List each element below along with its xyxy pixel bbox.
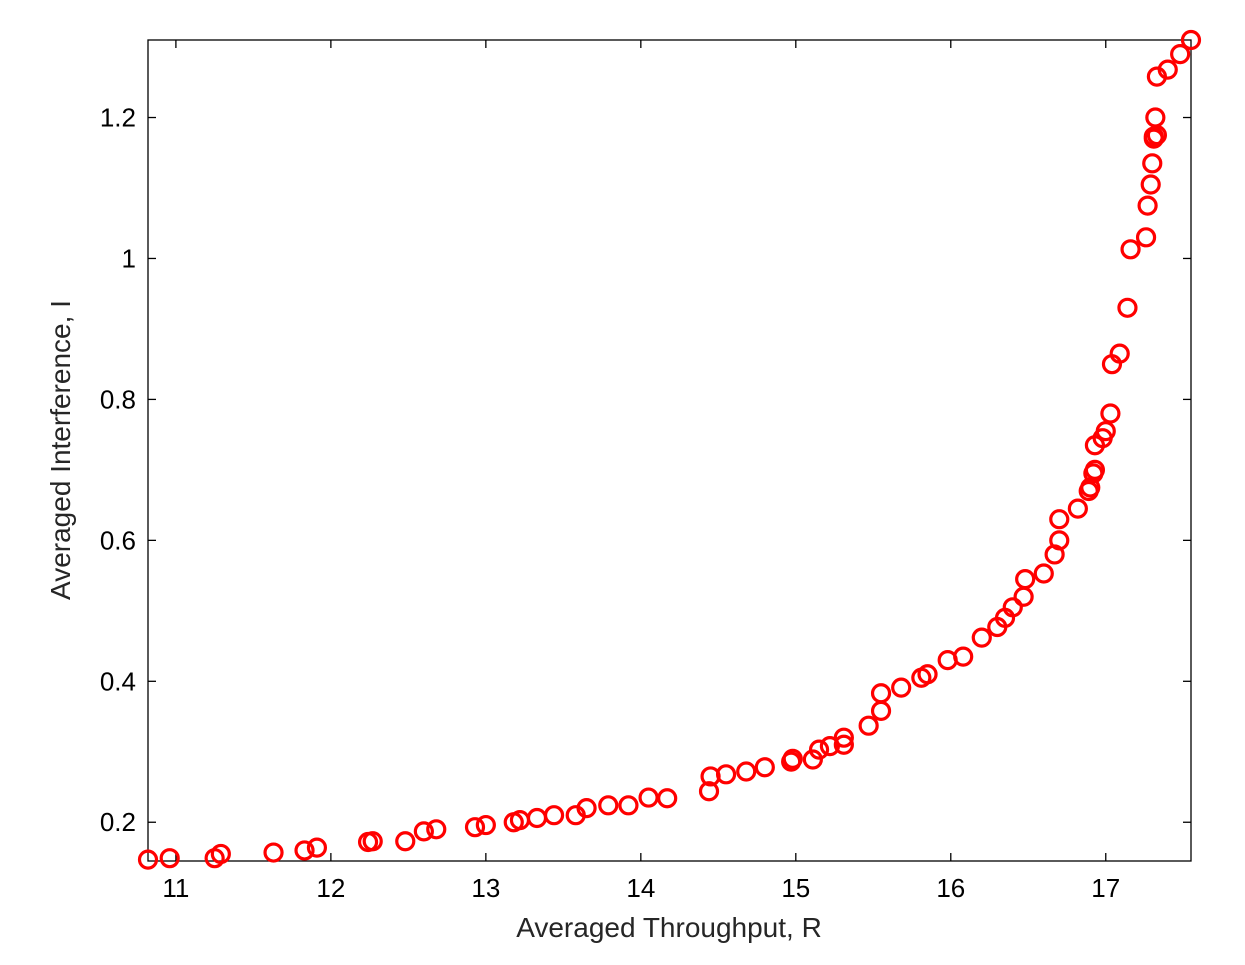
data-point [543,805,565,826]
data-point [1002,597,1023,618]
data-point [1084,459,1106,480]
y-tick-label: 0.8 [100,384,136,414]
data-point [782,748,803,769]
data-points [137,29,1202,870]
data-point [754,757,775,778]
data-point [1146,125,1168,146]
plot-area [147,39,1192,862]
x-tick-label: 16 [936,873,965,903]
data-point [1080,477,1101,498]
data-point [137,849,159,870]
data-point [802,749,823,770]
data-point [1109,343,1130,364]
data-point [870,683,892,704]
data-point [475,814,496,836]
data-point [1033,563,1054,584]
data-point [159,848,180,869]
data-point [576,798,597,819]
data-point [1140,174,1161,195]
y-tick-label: 0.6 [100,525,136,555]
data-point [1100,403,1121,424]
data-point [833,727,854,748]
data-point [1137,195,1158,216]
data-point [698,781,720,802]
data-point [1170,43,1191,65]
data-point [971,627,992,648]
data-point [736,761,757,782]
data-point [598,795,619,816]
data-point [1180,29,1202,51]
y-tick-label: 1 [122,243,136,273]
data-point [1120,239,1141,260]
data-point [891,677,912,698]
x-tick-label: 15 [781,873,810,903]
data-point [1135,227,1157,248]
data-point [715,764,737,785]
data-point [1142,153,1163,174]
data-point [1117,297,1138,318]
data-point [1049,530,1070,551]
x-tick-label: 13 [471,873,500,903]
data-point [263,842,284,863]
data-point [1095,421,1116,442]
data-point [808,739,830,760]
y-tick-label: 0.2 [100,807,136,837]
data-point [953,646,974,667]
data-point [917,664,938,685]
data-point [638,787,659,808]
x-tick-label: 11 [162,873,189,903]
data-point [657,788,678,809]
y-axis-label: Averaged Interference, I [45,300,76,600]
x-axis-label: Averaged Throughput, R [516,912,822,943]
data-point [833,734,854,755]
x-tick-label: 14 [626,873,655,903]
data-point [362,831,383,852]
data-point [1015,569,1036,590]
data-point [1067,498,1088,519]
data-point [306,837,328,858]
y-tick-label: 1.2 [100,103,136,133]
data-point [395,831,416,852]
x-tick-label: 12 [316,873,345,903]
y-tick-label: 0.4 [100,666,136,696]
x-tick-label: 17 [1091,873,1120,903]
data-point [210,843,231,865]
data-point [1049,509,1070,530]
data-point [1157,59,1178,80]
data-point [618,795,639,816]
data-point [464,817,486,838]
data-point [413,821,434,842]
axis-ticks: 11 12 13 14 15 16 17 0.2 0.4 0.6 0.8 1 1.2 [100,40,1191,903]
data-point [426,819,447,840]
data-point [858,715,879,736]
data-point [294,840,315,861]
